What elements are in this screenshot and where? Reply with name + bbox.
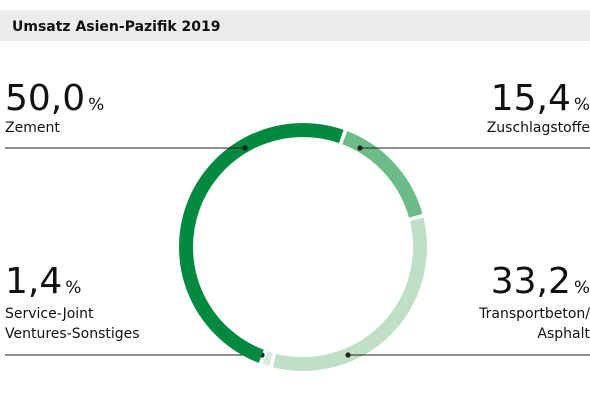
value-number: 1,4 [5,261,62,302]
chart-title: Umsatz Asien-Pazifik 2019 [12,19,221,35]
value-unit: % [574,95,590,115]
title-bar [0,10,590,41]
value-unit: % [88,95,104,115]
value-number: 15,4 [491,78,571,119]
category-label: Zuschlagstoffe [487,120,590,136]
value-label: 33,2% [491,261,590,302]
category-label: Service-Joint [5,306,94,322]
value-unit: % [574,278,590,298]
leader-dot [357,145,363,151]
value-label: 15,4% [491,78,590,119]
donut-segment [262,350,273,367]
value-unit: % [65,278,81,298]
donut-segment [179,123,344,363]
leader-dot [345,352,351,358]
category-label: Ventures-Sonstiges [5,326,140,342]
value-label: 50,0% [5,78,104,119]
category-label: Transportbeton/ [478,306,590,322]
category-label: Zement [5,120,60,136]
value-label: 1,4% [5,261,81,302]
value-number: 33,2 [491,261,571,302]
category-label: Asphalt [537,326,590,342]
leader-dot [242,145,248,151]
donut-segment [342,131,423,218]
donut-segment [272,217,427,371]
value-number: 50,0 [5,78,85,119]
